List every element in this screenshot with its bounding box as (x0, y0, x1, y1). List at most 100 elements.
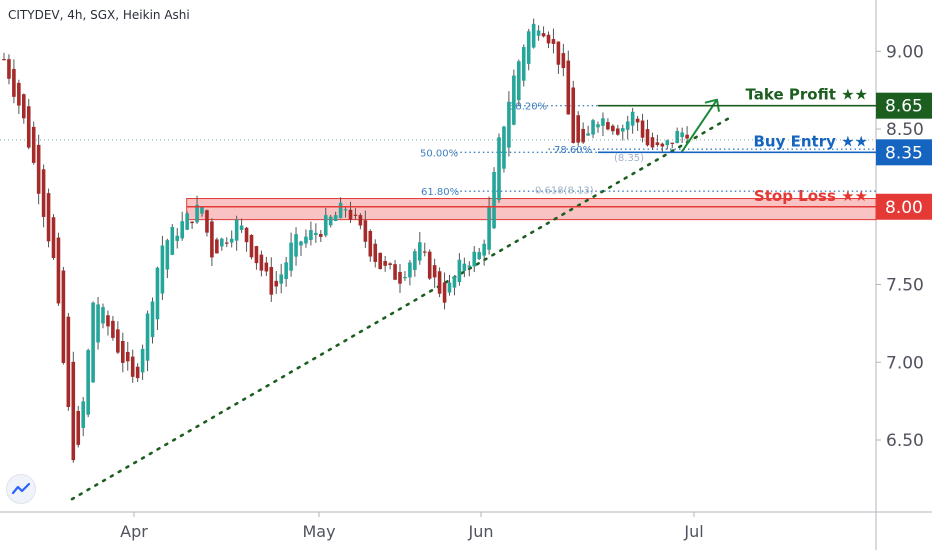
candle-body (145, 313, 150, 361)
price-tick-label: 9.00 (886, 42, 924, 62)
candle-body (135, 366, 140, 379)
candle-body (591, 120, 595, 135)
candle-body (442, 282, 447, 303)
candle-body (422, 251, 427, 253)
candle-body (462, 263, 467, 271)
candle-body (180, 221, 184, 239)
candle-body (368, 230, 373, 257)
candle-body (413, 251, 417, 270)
candle-body (477, 252, 481, 260)
candle-body (620, 128, 625, 132)
candle-body (140, 348, 145, 373)
fib-level-label: 78.60% (554, 145, 592, 156)
candle-body (249, 234, 254, 258)
candle-body (264, 262, 269, 272)
time-tick-label: Jul (683, 522, 703, 541)
candles-group (2, 18, 689, 463)
price-tick-label: 8.50 (886, 120, 924, 140)
candle-body (581, 128, 585, 143)
candle-body (200, 206, 204, 214)
candle-body (665, 140, 670, 146)
candle-body (487, 206, 491, 250)
candle-body (457, 259, 462, 283)
candle-body (46, 193, 51, 242)
projection-arrow-line (680, 99, 718, 153)
price-tick-label: 7.50 (886, 276, 924, 296)
candle-body (175, 235, 180, 241)
candle-body (284, 262, 288, 280)
candle-body (418, 242, 422, 261)
candle-body (388, 263, 392, 265)
candle-body (531, 23, 536, 48)
candle-body (616, 128, 620, 135)
time-tick-label: May (302, 522, 335, 541)
candle-body (625, 121, 630, 130)
candle-body (195, 204, 199, 223)
candle-body (467, 265, 472, 268)
buy-entry-label: Buy Entry ★★ (754, 132, 869, 150)
candle-body (358, 215, 363, 226)
candle-body (517, 61, 521, 101)
candle-body (269, 267, 274, 295)
candle-body (210, 221, 214, 258)
candle-body (259, 254, 264, 271)
candle-body (274, 280, 279, 287)
candle-body (224, 242, 229, 244)
candle-body (640, 120, 645, 138)
candle-body (150, 301, 155, 338)
buy-entry-price-tag (876, 139, 932, 166)
candle-body (353, 214, 358, 216)
fib-level-label: 38.20% (509, 102, 547, 113)
stop-loss-label: Stop Loss ★★ (754, 187, 868, 205)
candle-body (497, 137, 501, 201)
candle-body (378, 252, 382, 270)
candle-body (526, 31, 531, 64)
candle-body (655, 142, 660, 146)
candle-body (398, 271, 402, 284)
fib-sublabel: 0.618(8.13) (535, 186, 594, 197)
candle-body (91, 302, 95, 383)
candle-body (244, 227, 249, 243)
candle-body (635, 118, 640, 123)
candle-body (363, 220, 368, 242)
candle-body (56, 237, 61, 304)
candle-body (650, 137, 655, 148)
stop-loss-price-tag (876, 193, 932, 220)
candle-body (116, 329, 120, 353)
candle-body (12, 68, 16, 97)
candle-body (121, 340, 125, 363)
candle-body (408, 262, 412, 278)
candle-body (566, 60, 571, 115)
candle-body (17, 82, 21, 106)
candle-body (660, 143, 665, 147)
candle-body (125, 351, 130, 362)
candle-body (432, 265, 437, 278)
candle-body (71, 361, 76, 461)
candle-body (279, 274, 283, 284)
candle-body (185, 213, 189, 230)
candle-body (606, 122, 610, 130)
candle-body (160, 245, 165, 294)
candle-body (51, 217, 56, 258)
buy-entry-price-tag-text: 8.35 (885, 143, 923, 163)
tradingview-logo-icon[interactable] (6, 474, 36, 504)
candle-body (314, 232, 318, 236)
stop-loss-price-tag-text: 8.00 (885, 198, 923, 218)
candle-body (323, 215, 328, 236)
candle-body (551, 39, 556, 44)
candle-body (630, 111, 635, 126)
candle-body (81, 401, 85, 428)
candle-body (561, 53, 566, 69)
candle-body (215, 239, 219, 254)
candle-body (106, 315, 110, 327)
price-tick-label: 7.00 (886, 353, 924, 373)
candle-body (22, 94, 26, 119)
candle-body (7, 59, 11, 79)
candle-body (502, 126, 506, 169)
time-tick-label: Jun (468, 522, 494, 541)
projection-arrowhead (704, 98, 720, 112)
candle-body (338, 202, 343, 219)
time-tick-label: Apr (120, 522, 148, 541)
candle-body (492, 171, 496, 229)
